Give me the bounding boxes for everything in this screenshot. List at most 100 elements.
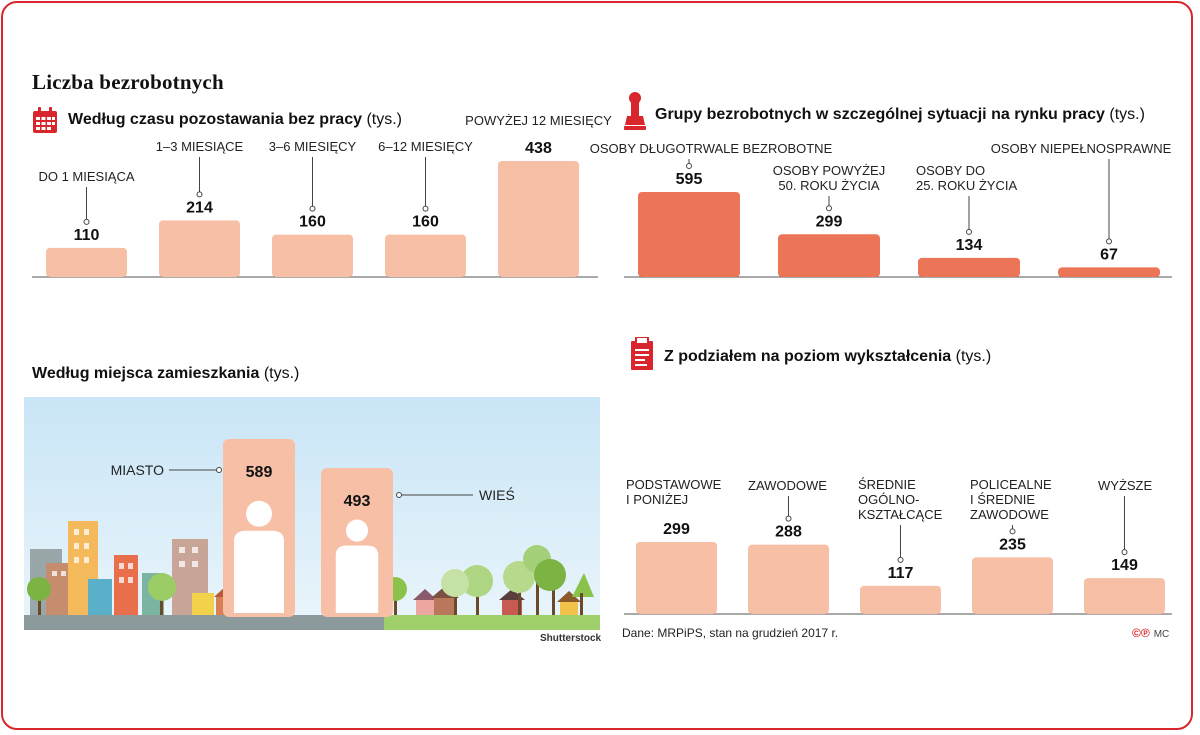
groups-connector-dot [686,163,692,169]
edu-category-label: WYŻSZE [1098,478,1152,493]
edu-category-label-line: ZAWODOWE [970,507,1049,522]
photo-credit: Shutterstock [540,633,602,644]
edu-connector-dot [897,556,904,563]
edu-category-label-line: POLICEALNE [970,477,1052,492]
chart-edu-svg: 299 PODSTAWOWE I PONIŻEJ 288 ZAWODOWE 117 ŚRED… [624,477,1172,615]
edu-category-label: PODSTAWOWE I PONIŻEJ [626,477,722,507]
groups-value-label: 595 [676,171,703,188]
chart-time: 110 DO 1 MIESIĄCA 214 1–3 MIESIĄCE 160 3–6 MI… [32,108,612,280]
time-connector-dot [309,205,316,212]
time-connector-dot [83,218,90,225]
time-category-label: 3–6 MIESIĘCY [269,139,357,154]
time-category-label-line: DO 1 MIESIĄCA [38,169,134,184]
edu-value-label: 235 [999,536,1026,553]
groups-category-label-line: 50. ROKU ŻYCIA [778,178,879,193]
copyright-credit: ©℗ MC [1132,626,1169,640]
time-bar [46,247,127,277]
edu-category-label-line: ZAWODOWE [748,478,827,493]
groups-category-label: OSOBY DŁUGOTRWALE BEZROBOTNE [590,141,833,156]
groups-bar [918,257,1020,277]
time-category-label-line: 1–3 MIESIĄCE [156,139,244,154]
groups-bar [1058,267,1160,277]
city-village-illustration [24,397,600,630]
person-body [335,545,379,613]
edu-value-label: 299 [663,521,690,538]
edu-category-label-line: KSZTAŁCĄCE [858,507,943,522]
groups-category-label-line: OSOBY POWYŻEJ [773,163,885,178]
place-value-label: 493 [344,493,371,510]
time-category-label: 1–3 MIESIĄCE [156,139,244,154]
time-category-label-line: POWYŻEJ 12 MIESIĘCY [465,113,612,128]
time-connector-dot [196,191,203,198]
section-title-groups-text: Grupy bezrobotnych w szczególnej sytuacj… [655,106,1105,123]
time-bar [498,161,579,277]
groups-connector-dot [966,228,972,235]
time-connector-dot [422,205,429,212]
time-category-label-line: 6–12 MIESIĘCY [378,139,473,154]
groups-category-label-line: OSOBY DŁUGOTRWALE BEZROBOTNE [590,141,833,156]
edu-category-label-line: I PONIŻEJ [626,492,688,507]
time-category-label: POWYŻEJ 12 MIESIĘCY [465,113,612,128]
edu-connector-dot [785,515,792,522]
section-title-time-unit: (tys.) [366,111,402,128]
groups-bar [638,192,740,277]
person-icon [345,519,369,542]
source-note: Dane: MRPiPS, stan na grudzień 2017 r. [622,626,839,640]
groups-category-label-line: 25. ROKU ŻYCIA [916,178,1017,193]
edu-category-label-line: ŚREDNIE [858,477,916,492]
calendar-icon [33,107,57,133]
time-value-label: 160 [412,214,439,231]
document-icon [631,337,653,370]
section-title-edu-text: Z podziałem na poziom wykształcenia [664,348,952,365]
edu-category-label: ŚREDNIE OGÓLNO-KSZTAŁCĄCE [858,477,943,522]
edu-category-label-line: WYŻSZE [1098,478,1152,493]
section-title-time-text: Według czasu pozostawania bez pracy [68,111,362,128]
chart-groups-svg: 595 OSOBY DŁUGOTRWALE BEZROBOTNE 299 OSOBY … [590,141,1172,278]
time-category-label-line: 3–6 MIESIĘCY [269,139,357,154]
section-title-edu: Z podziałem na poziom wykształcenia (tys… [664,348,991,366]
edu-bar [636,542,717,614]
time-bar [385,234,466,277]
edu-category-label-line: PODSTAWOWE [626,477,722,492]
chart-place: 589 MIASTO 493 WIEŚ [24,397,600,630]
edu-bar [748,544,829,614]
page-title: Liczba bezrobotnych [32,70,224,94]
edu-bar [1084,578,1165,614]
edu-value-label: 288 [775,524,802,541]
person-body [234,530,284,613]
time-value-label: 438 [525,140,552,157]
section-title-edu-unit: (tys.) [955,348,992,365]
edu-category-label-line: I ŚREDNIE [970,492,1035,507]
groups-category-label: OSOBY DO 25. ROKU ŻYCIA [916,163,1017,193]
groups-category-label-line: OSOBY DO [916,163,985,178]
place-category-label: MIASTO [111,462,165,478]
chart-groups: 595 OSOBY DŁUGOTRWALE BEZROBOTNE 299 OSOBY … [590,130,1184,280]
edu-category-label: ZAWODOWE [748,478,827,493]
time-category-label: 6–12 MIESIĘCY [378,139,473,154]
edu-category-label: POLICEALNE I ŚREDNIE ZAWODOWE [970,477,1052,522]
time-value-label: 160 [299,214,326,231]
time-value-label: 214 [186,199,213,216]
groups-value-label: 134 [956,237,983,254]
author-initials: MC [1153,629,1170,640]
section-title-place-unit: (tys.) [263,365,300,382]
groups-value-label: 67 [1100,246,1118,263]
edu-value-label: 117 [888,565,914,582]
place-connector-dot [216,467,222,473]
edu-value-label: 149 [1111,557,1138,574]
chart-time-svg: 110 DO 1 MIESIĄCA 214 1–3 MIESIĄCE 160 3–6 MI… [32,113,612,278]
groups-value-label: 299 [816,213,843,230]
groups-bar [778,234,880,277]
chart-edu: 299 PODSTAWOWE I PONIŻEJ 288 ZAWODOWE 117 ŚRED… [624,460,1184,620]
time-bar [159,220,240,277]
time-value-label: 110 [74,227,100,244]
city-village-scene [24,397,600,630]
groups-connector-dot [1106,238,1112,245]
section-title-groups-unit: (tys.) [1109,106,1145,123]
edu-connector-dot [1009,528,1016,535]
place-connector-dot [396,492,402,498]
place-value-label: 589 [246,464,273,481]
groups-category-label: OSOBY NIEPEŁNOSPRAWNE [991,141,1172,156]
section-title-groups: Grupy bezrobotnych w szczególnej sytuacj… [655,106,1145,124]
